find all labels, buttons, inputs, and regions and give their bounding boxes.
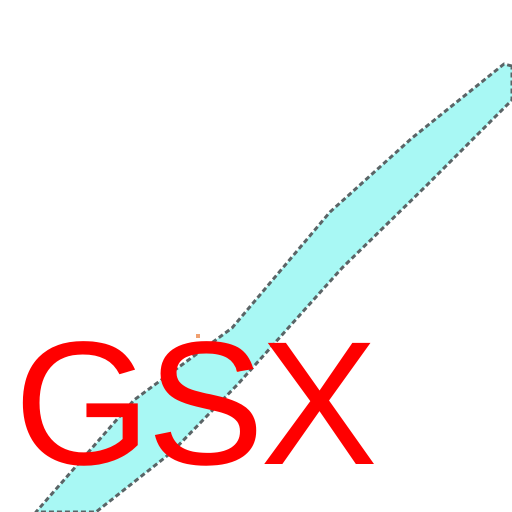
place-label: GSX	[14, 306, 378, 502]
river-channel	[34, 62, 512, 512]
label-halo	[196, 334, 200, 338]
map-point-dot	[236, 368, 240, 372]
